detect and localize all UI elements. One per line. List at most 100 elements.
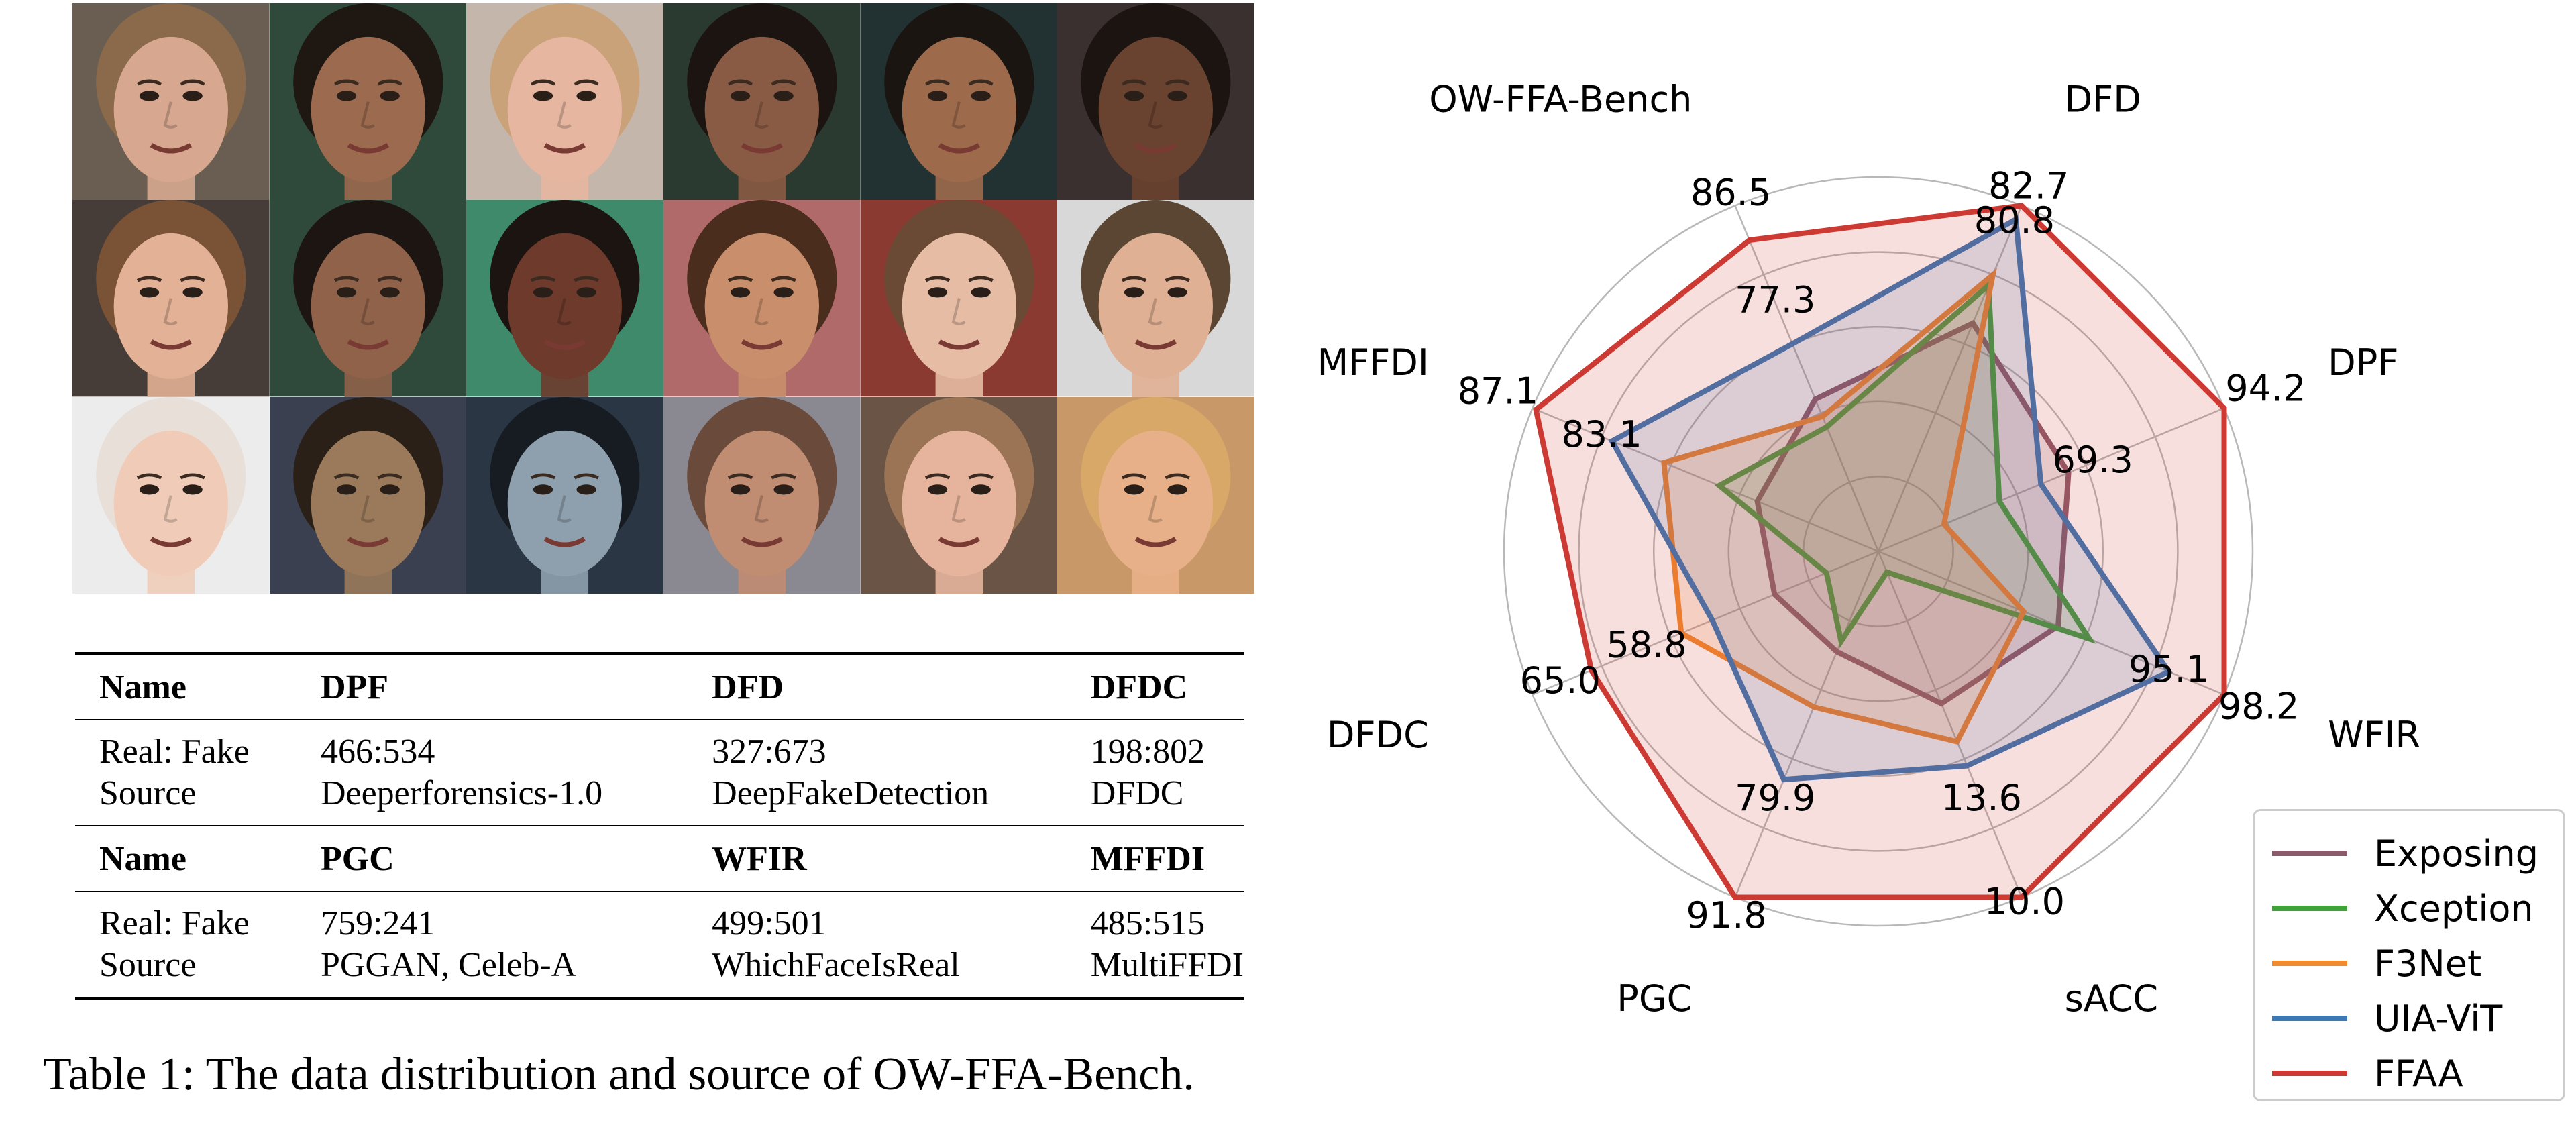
table-cell: 198:802 [1065, 719, 1244, 773]
face-thumbnail [72, 3, 270, 201]
radar-axis-line [1878, 407, 2225, 553]
table-cell: DFDC [1090, 774, 1184, 812]
radar-axis-line [1734, 205, 1880, 552]
table-header-cell: WFIR [686, 825, 1065, 892]
value-label: 77.3 [1735, 278, 1815, 321]
radar-series-ffaa [1533, 203, 2227, 900]
value-label: 82.7 [1988, 164, 2069, 207]
radar-series-f3net [1661, 268, 2027, 745]
table-caption: Table 1: The data distribution and sourc… [43, 1048, 1195, 1100]
axis-label: OW-FFA-Bench [1429, 78, 1692, 120]
legend-swatch [2272, 1071, 2347, 1076]
axis-label: WFIR [2328, 714, 2420, 756]
face-thumbnail [269, 3, 467, 201]
table-header-cell: DPF [294, 652, 687, 720]
table-cell: Real: Fake [75, 891, 295, 945]
face-thumbnail [466, 396, 663, 594]
face-thumbnail [663, 200, 861, 397]
radar-axis-line [1734, 551, 1880, 898]
value-label: 80.8 [1974, 199, 2055, 241]
table-header-cell: Name [75, 825, 295, 892]
radar-series-xception [1714, 279, 2096, 649]
legend-item: UIA-ViT [2255, 991, 2563, 1046]
dataset-table: Name DPF DFD DFDC Real: Fake 466:534 327… [75, 652, 1244, 1000]
legend-label: UIA-ViT [2374, 997, 2503, 1040]
legend-label: Xception [2374, 887, 2534, 930]
legend-label: F3Net [2374, 942, 2482, 985]
table-cell: Real: Fake [75, 719, 295, 773]
radar-axis-line [1877, 551, 2023, 898]
radar-grid-ring [1652, 325, 2104, 777]
legend-item: Xception [2255, 881, 2563, 936]
table-header-cell: DFDC [1065, 652, 1244, 720]
legend-item: F3Net [2255, 936, 2563, 991]
value-label: 91.8 [1686, 894, 1767, 936]
face-sample-grid [72, 3, 1254, 594]
face-thumbnail [1057, 396, 1254, 594]
axis-label: DFD [2065, 78, 2141, 120]
value-label: 13.6 [1941, 777, 2022, 819]
legend-label: FFAA [2374, 1052, 2463, 1095]
radar-chart: DFD DPF WFIR sACC PGC DFDC MFFDI OW-FFA-Bench 82… [1318, 78, 2420, 1019]
value-label: 87.1 [1458, 370, 1538, 413]
table-cell: 466:534 [294, 719, 687, 773]
axis-label: PGC [1617, 977, 1692, 1020]
radar-grid-ring [1503, 176, 2254, 927]
legend-swatch [2272, 1016, 2347, 1021]
table-header-cell: DFD [686, 652, 1065, 720]
table-row: Source PGGAN, Celeb-A WhichFaceIsReal Mu… [75, 945, 1244, 1000]
legend-swatch [2272, 906, 2347, 911]
value-label: 65.0 [1520, 659, 1601, 702]
face-thumbnail [1057, 200, 1254, 397]
table-cell: DeepFakeDetection [712, 774, 989, 812]
legend-swatch [2272, 851, 2347, 856]
table-cell: 327:673 [686, 719, 1065, 773]
value-label: 98.2 [2218, 686, 2299, 728]
face-thumbnail [860, 396, 1058, 594]
value-label: 10.0 [1984, 880, 2065, 922]
axis-label: DPF [2328, 341, 2398, 384]
face-thumbnail [663, 3, 861, 201]
table-cell: Source [75, 945, 295, 1000]
table-cell: Source [99, 774, 197, 812]
legend-item: Exposing [2255, 826, 2563, 881]
face-thumbnail [860, 200, 1058, 397]
value-label: 58.8 [1606, 624, 1686, 666]
table-row: Real: Fake 759:241 499:501 485:515 [75, 891, 1244, 945]
value-label: 86.5 [1690, 172, 1771, 214]
radar-label-layer: DFD DPF WFIR sACC PGC DFDC MFFDI OW-FFA-Bench 82… [1318, 78, 2420, 1019]
table-cell: 485:515 [1065, 891, 1244, 945]
axis-label: MFFDI [1318, 341, 1429, 384]
table-cell: WhichFaceIsReal [686, 945, 1065, 1000]
table-header-cell: MFFDI [1065, 825, 1244, 892]
radar-series-uia-vit [1608, 215, 2173, 783]
table-header-cell: PGC [294, 825, 687, 892]
value-label: 79.9 [1735, 777, 1815, 819]
face-thumbnail [466, 3, 663, 201]
legend-swatch [2272, 961, 2347, 966]
face-thumbnail [269, 396, 467, 594]
radar-axis-line [1532, 407, 1879, 553]
axis-label: sACC [2065, 977, 2159, 1020]
value-label: 69.3 [2053, 439, 2133, 481]
table-header-row: Name PGC WFIR MFFDI [75, 825, 1244, 892]
face-thumbnail [1057, 3, 1254, 201]
table-header-row: Name DPF DFD DFDC [75, 652, 1244, 720]
face-thumbnail [72, 200, 270, 397]
value-label: 83.1 [1561, 413, 1642, 455]
face-thumbnail [860, 3, 1058, 201]
table-cell: MultiFFDI [1065, 945, 1244, 1000]
legend-label: Exposing [2374, 832, 2539, 875]
table-cell: 759:241 [294, 891, 687, 945]
radar-series-layer [1533, 203, 2227, 900]
face-thumbnail [72, 396, 270, 594]
legend-item: FFAA [2255, 1046, 2563, 1101]
value-label: 95.1 [2129, 648, 2209, 690]
axis-label: DFDC [1327, 714, 1429, 756]
radar-grid-ring [1727, 400, 2029, 702]
face-thumbnail [269, 200, 467, 397]
table-header-cell: Name [75, 652, 295, 720]
radar-grid [1503, 176, 2254, 927]
radar-axis-line [1877, 205, 2023, 552]
table-row: Real: Fake 466:534 327:673 198:802 [75, 719, 1244, 773]
